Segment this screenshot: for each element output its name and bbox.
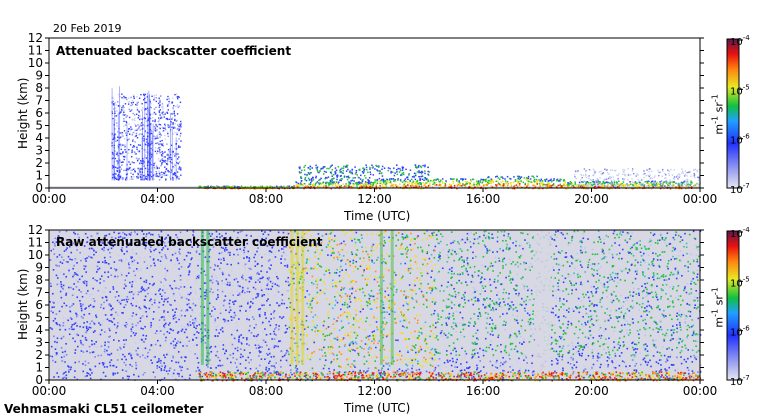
x-tick-label: 20:00 — [574, 384, 609, 398]
x-tick-label: 12:00 — [357, 384, 392, 398]
y-tick-label: 7 — [35, 94, 43, 108]
y-tick-label: 5 — [35, 119, 43, 133]
colorbar-tick-label: 10-5 — [730, 275, 750, 289]
y-tick-label: 3 — [35, 144, 43, 158]
colorbar-tick-label: 10-6 — [730, 133, 750, 147]
y-tick-label: 11 — [28, 44, 43, 58]
x-tick-label: 16:00 — [466, 384, 501, 398]
x-tick-label: 04:00 — [140, 384, 175, 398]
x-tick-label: 00:00 — [32, 192, 67, 206]
bottom-x-ticks: 00:00 04:00 08:00 12:00 16:00 20:00 00:00 — [32, 380, 718, 398]
y-tick-label: 8 — [35, 81, 43, 95]
y-tick-label: 0 — [35, 373, 43, 387]
y-tick-label: 8 — [35, 273, 43, 287]
top-heatmap — [49, 86, 701, 190]
top-y-axis-label: Height (km) — [16, 77, 30, 149]
bottom-y-axis-label: Height (km) — [16, 268, 30, 340]
y-tick-label: 6 — [35, 298, 43, 312]
x-tick-label: 20:00 — [574, 192, 609, 206]
y-tick-label: 3 — [35, 336, 43, 350]
y-tick-label: 1 — [35, 361, 43, 375]
bottom-heatmap — [49, 230, 702, 382]
x-tick-label: 08:00 — [249, 384, 284, 398]
y-tick-label: 4 — [35, 131, 43, 145]
y-tick-label: 9 — [35, 69, 43, 83]
instrument-footer: Vehmasmaki CL51 ceilometer — [4, 402, 204, 416]
top-x-axis-label: Time (UTC) — [344, 209, 411, 223]
date-label: 20 Feb 2019 — [53, 22, 122, 35]
bottom-colorbar: 10-4 10-5 10-6 10-7 — [726, 226, 750, 388]
y-tick-label: 4 — [35, 323, 43, 337]
bottom-panel-title: Raw attenuated backscatter coefficient — [56, 235, 323, 249]
colorbar-tick-label: 10-7 — [730, 182, 750, 196]
colorbar-tick-label: 10-6 — [730, 325, 750, 339]
y-tick-label: 10 — [28, 56, 43, 70]
x-tick-label: 00:00 — [683, 192, 718, 206]
x-tick-label: 08:00 — [249, 192, 284, 206]
y-tick-label: 11 — [28, 236, 43, 250]
y-tick-label: 0 — [35, 181, 43, 195]
y-tick-label: 5 — [35, 311, 43, 325]
x-tick-label: 04:00 — [140, 192, 175, 206]
x-tick-label: 16:00 — [466, 192, 501, 206]
x-tick-label: 00:00 — [683, 384, 718, 398]
y-tick-label: 6 — [35, 106, 43, 120]
y-tick-label: 2 — [35, 348, 43, 362]
y-tick-label: 1 — [35, 169, 43, 183]
y-tick-label: 2 — [35, 156, 43, 170]
colorbar-tick-label: 10-4 — [730, 34, 750, 48]
y-tick-label: 12 — [28, 223, 43, 237]
top-x-ticks: 00:00 04:00 08:00 12:00 16:00 20:00 00:00 — [32, 188, 718, 206]
colorbar-tick-label: 10-4 — [730, 226, 750, 240]
top-colorbar-unit: m-1 sr-1 — [710, 94, 726, 135]
x-tick-label: 00:00 — [32, 384, 67, 398]
bottom-colorbar-unit: m-1 sr-1 — [710, 287, 726, 328]
y-tick-label: 9 — [35, 261, 43, 275]
x-tick-label: 12:00 — [357, 192, 392, 206]
y-tick-label: 7 — [35, 286, 43, 300]
colorbar-tick-label: 10-5 — [730, 83, 750, 97]
bottom-x-axis-label: Time (UTC) — [344, 401, 411, 415]
y-tick-label: 10 — [28, 248, 43, 262]
y-tick-label: 12 — [28, 31, 43, 45]
top-colorbar: 10-4 10-5 10-6 10-7 — [726, 34, 750, 196]
colorbar-tick-label: 10-7 — [730, 374, 750, 388]
top-panel-title: Attenuated backscatter coefficient — [56, 44, 292, 58]
